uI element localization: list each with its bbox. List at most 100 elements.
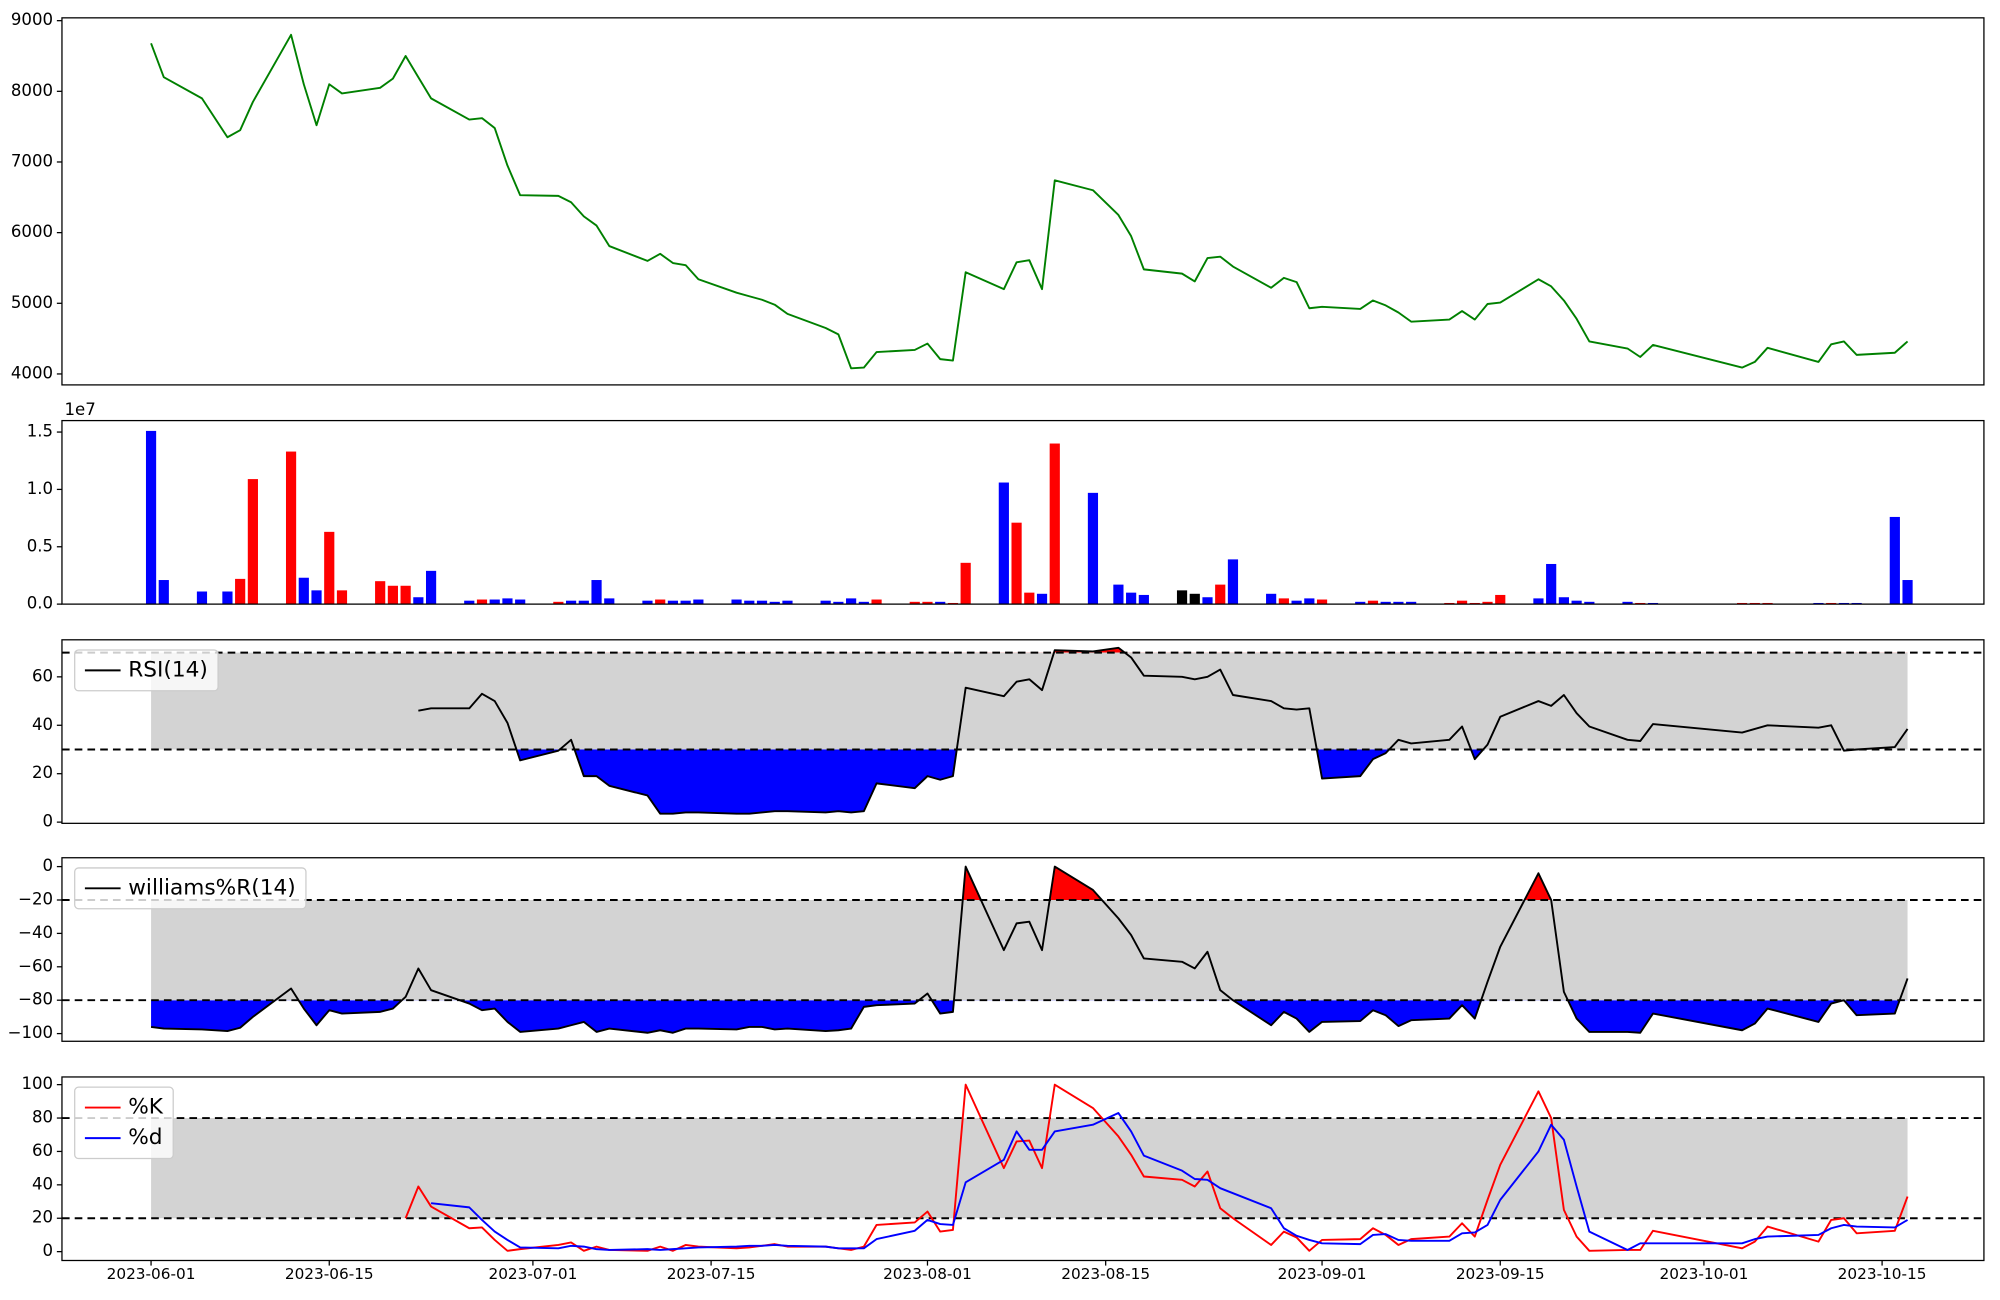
- bar: [235, 578, 246, 605]
- bar: [1355, 601, 1366, 605]
- bar: [820, 600, 831, 605]
- bar: [1533, 598, 1544, 605]
- bar: [222, 591, 233, 605]
- legend-label: %K: [128, 1095, 164, 1120]
- bar: [145, 430, 157, 605]
- bar: [1889, 516, 1900, 605]
- bar: [998, 482, 1009, 605]
- bar: [1558, 597, 1569, 605]
- y-tick-label: 60: [32, 1141, 53, 1160]
- bar: [1049, 443, 1060, 605]
- y-tick-label: 20: [32, 1208, 53, 1227]
- bar: [1622, 601, 1633, 605]
- legend-label: RSI(14): [128, 657, 208, 682]
- series-line: [404, 1083, 1909, 1252]
- series-line: [150, 865, 1909, 1034]
- bar: [642, 600, 653, 605]
- bar: [196, 591, 208, 605]
- bar: [400, 585, 411, 605]
- bar: [1380, 601, 1391, 605]
- bar: [769, 601, 780, 605]
- bar: [1036, 593, 1048, 605]
- y-tick-label: 6000: [11, 222, 53, 241]
- bar: [1126, 592, 1137, 605]
- y-tick-label: −60: [18, 956, 53, 975]
- y-tick-label: 0: [43, 1241, 54, 1260]
- bar: [387, 585, 398, 605]
- bar: [871, 599, 882, 605]
- bar: [693, 599, 704, 605]
- y-tick-label: −80: [18, 990, 53, 1009]
- frame: [61, 419, 1985, 605]
- bar: [1011, 522, 1022, 605]
- bar: [425, 570, 437, 605]
- y-tick-label: −40: [18, 923, 53, 942]
- bar: [578, 600, 589, 605]
- bar: [846, 598, 857, 605]
- bar: [655, 599, 666, 605]
- bar: [1024, 592, 1035, 605]
- frame: [61, 1076, 1985, 1262]
- bar: [922, 601, 933, 605]
- frame: [61, 639, 1985, 824]
- x-tick-label: 2023-06-01: [107, 1265, 196, 1283]
- bar: [1495, 594, 1506, 605]
- bar: [731, 599, 742, 605]
- bar: [1087, 492, 1099, 605]
- bar: [909, 601, 920, 605]
- bar: [960, 562, 971, 605]
- bar: [833, 601, 844, 605]
- plot-area: [61, 646, 1984, 815]
- x-tick-label: 2023-09-01: [1278, 1265, 1367, 1283]
- y-tick-label: 60: [32, 666, 53, 685]
- legend-box: [74, 1086, 174, 1160]
- bar: [285, 451, 297, 605]
- bar: [1291, 600, 1302, 605]
- frame: [61, 857, 1985, 1042]
- bar: [247, 479, 258, 605]
- plot-area: [150, 33, 1909, 370]
- y-tick-label: 0: [43, 812, 54, 831]
- bar: [935, 601, 946, 605]
- bar: [1202, 597, 1213, 605]
- series-line: [150, 33, 1909, 370]
- y-tick-label: 1.5: [27, 422, 53, 441]
- fill-below: [418, 749, 1908, 814]
- series-line: [418, 646, 1909, 815]
- y-tick-label: −20: [18, 889, 53, 908]
- x-tick-label: 2023-07-15: [667, 1265, 756, 1283]
- bar: [298, 577, 309, 605]
- bar: [464, 600, 475, 605]
- bar: [1316, 599, 1328, 605]
- bar: [553, 601, 564, 605]
- bar: [1227, 559, 1239, 605]
- y-tick-label: 9000: [11, 10, 53, 29]
- bar: [591, 580, 602, 605]
- y-tick-label: 0.5: [27, 536, 53, 555]
- plot-area: [61, 865, 1984, 1034]
- y-tick-label: 8000: [11, 81, 53, 100]
- y-tick-label: 0: [43, 856, 54, 875]
- plot-area: [61, 1083, 1984, 1252]
- bar: [515, 599, 526, 605]
- bar: [604, 598, 615, 605]
- bar: [1278, 598, 1289, 605]
- y-tick-label: 100: [21, 1074, 53, 1093]
- x-tick-label: 2023-07-01: [488, 1265, 577, 1283]
- y-tick-label: 40: [32, 1174, 53, 1193]
- band: [151, 652, 1908, 750]
- bar: [413, 597, 424, 605]
- bar: [1304, 598, 1315, 605]
- x-tick-label: 2023-10-01: [1659, 1265, 1748, 1283]
- bar: [1902, 580, 1913, 605]
- bar: [744, 600, 755, 605]
- legend: %K %d: [74, 1086, 174, 1160]
- legend-box: [74, 867, 307, 910]
- bar: [1215, 584, 1226, 605]
- bar: [680, 600, 691, 605]
- bar: [1266, 593, 1277, 605]
- x-tick-label: 2023-08-15: [1061, 1265, 1150, 1283]
- bar: [1584, 601, 1595, 605]
- bar: [1367, 600, 1379, 605]
